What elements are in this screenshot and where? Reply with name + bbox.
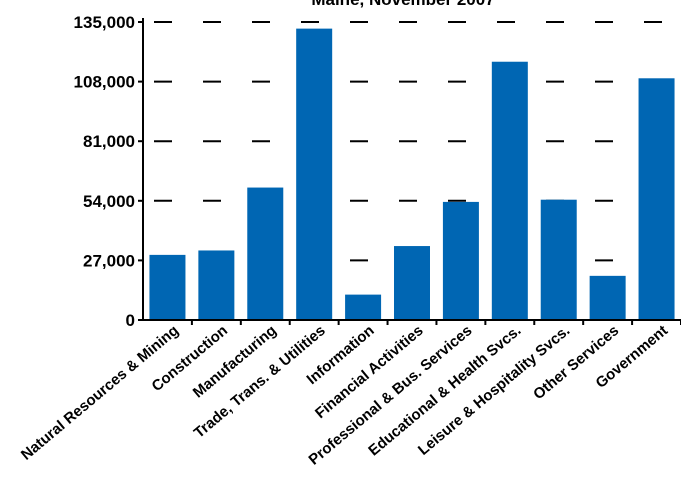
grid-lines — [143, 21, 681, 262]
bar — [638, 78, 675, 321]
y-tick-label: 0 — [126, 311, 135, 330]
axes — [139, 18, 681, 321]
x-category-label: Other Services — [530, 322, 622, 403]
bar — [491, 61, 528, 320]
bar — [198, 250, 235, 320]
y-tick-label: 54,000 — [83, 192, 135, 211]
x-axis-labels: Natural Resources & MiningConstructionMa… — [18, 320, 681, 469]
y-tick-label: 81,000 — [83, 132, 135, 151]
chart-title: Maine, November 2007 — [311, 0, 494, 9]
bar — [589, 275, 626, 320]
bars — [149, 28, 675, 321]
x-category-label: Manufacturing — [190, 322, 280, 401]
bar — [296, 28, 333, 320]
y-axis-ticks: 0 27,000 54,000 81,000 108,000 135,000 — [74, 13, 143, 330]
y-tick-label: 135,000 — [74, 13, 135, 32]
bar — [394, 246, 430, 320]
y-tick-label: 27,000 — [83, 251, 135, 270]
bar — [149, 254, 186, 320]
y-tick-label: 108,000 — [74, 73, 135, 92]
bar — [247, 187, 284, 320]
bar — [442, 201, 479, 320]
bar — [540, 199, 577, 320]
bar — [345, 294, 382, 320]
